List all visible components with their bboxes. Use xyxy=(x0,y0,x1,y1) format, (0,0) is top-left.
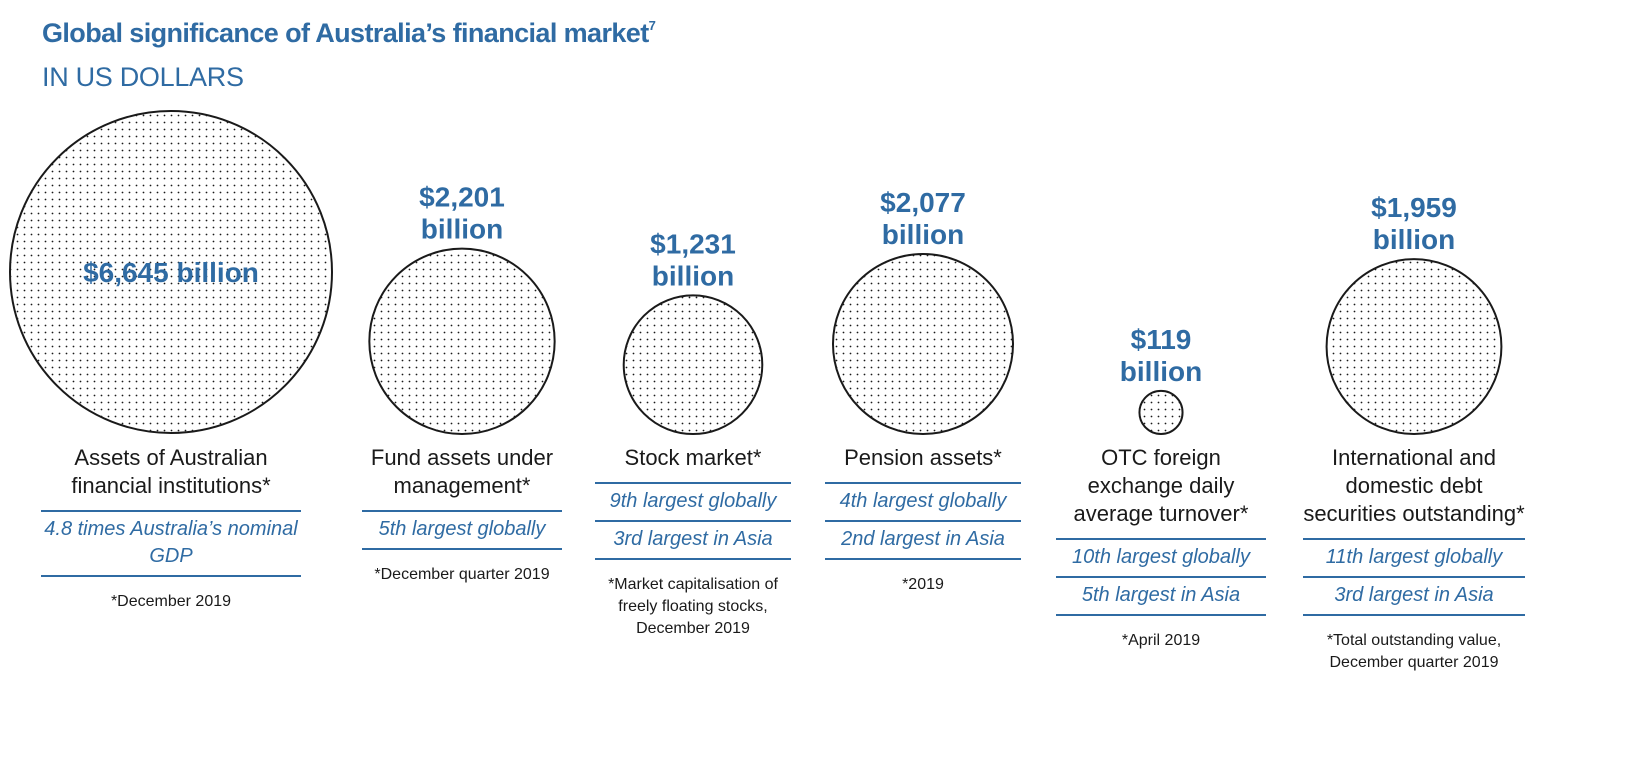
ranking-item: 3rd largest in Asia xyxy=(595,522,791,560)
category-label: Stock market* xyxy=(624,445,762,470)
ranking-list: 9th largest globally 3rd largest in Asia xyxy=(595,482,791,560)
category-column: Stock market* 9th largest globally 3rd lar… xyxy=(595,444,791,640)
ranking-item: 5th largest in Asia xyxy=(1056,578,1266,616)
category-label: Fund assets under management* xyxy=(370,445,554,498)
bubble-value-label: $1,231 xyxy=(650,228,736,259)
category-label: Pension assets* xyxy=(844,445,1002,470)
ranking-item: 9th largest globally xyxy=(595,484,791,522)
bubble-value-label: $2,077 xyxy=(880,187,966,218)
bubble-value-label: billion xyxy=(882,219,964,250)
category-label: International and domestic debt securiti… xyxy=(1303,445,1525,526)
title-footnote: 7 xyxy=(648,18,656,33)
chart-subtitle: IN US DOLLARS xyxy=(42,62,244,92)
ranking-list: 10th largest globally 5th largest in Asia xyxy=(1056,538,1266,616)
category-column: Assets of Australian financial instituti… xyxy=(41,444,301,613)
ranking-item: 4th largest globally xyxy=(825,484,1021,522)
category-column: Fund assets under management* 5th largest… xyxy=(362,444,562,586)
ranking-item: 2nd largest in Asia xyxy=(825,522,1021,560)
ranking-item: 3rd largest in Asia xyxy=(1303,578,1525,616)
category-column: International and domestic debt securiti… xyxy=(1303,444,1525,674)
footnote: *December quarter 2019 xyxy=(374,566,550,583)
ranking-list: 11th largest globally 3rd largest in Asia xyxy=(1303,538,1525,616)
bubble-value-label: billion xyxy=(1120,356,1202,387)
footnote: *Market capitalisation of freely floatin… xyxy=(608,576,778,637)
bubble-4 xyxy=(831,252,1015,435)
footnote: *2019 xyxy=(902,576,944,593)
chart-title: Global significance of Australia’s finan… xyxy=(42,18,656,48)
bubble-3 xyxy=(622,294,764,436)
bubble-6 xyxy=(1325,258,1503,436)
ranking-item: 5th largest globally xyxy=(362,512,562,550)
footnote: *December 2019 xyxy=(110,593,232,610)
category-column: Pension assets* 4th largest globally 2nd l… xyxy=(825,444,1021,596)
bubble-value-label: billion xyxy=(1373,224,1455,255)
ranking-list: 5th largest globally xyxy=(362,510,562,550)
bubble-value-label: billion xyxy=(421,214,503,245)
ranking-item: 11th largest globally xyxy=(1303,540,1525,578)
category-label: Assets of Australian financial instituti… xyxy=(71,445,271,498)
category-column: OTC foreign exchange daily average turno… xyxy=(1056,444,1266,652)
bubble-5 xyxy=(1138,389,1184,436)
footnote: *April 2019 xyxy=(1121,632,1201,649)
bubble-value-label: $1,959 xyxy=(1371,192,1457,223)
footnote: *Total outstanding value, December quart… xyxy=(1326,632,1502,671)
bubble-value-label: $119 xyxy=(1131,324,1192,355)
bubble-value-label: billion xyxy=(652,260,734,291)
ranking-item: 10th largest globally xyxy=(1056,540,1266,578)
bubble-value-label: $2,201 xyxy=(419,182,505,213)
category-label: OTC foreign exchange daily average turno… xyxy=(1073,445,1249,526)
bubble-value-label: $6,645 billion xyxy=(83,257,259,288)
ranking-item: 4.8 times Australia’s nominal GDP xyxy=(41,512,301,577)
bubble-2 xyxy=(368,247,556,435)
ranking-list: 4th largest globally 2nd largest in Asia xyxy=(825,482,1021,560)
bubble-1 xyxy=(9,110,333,434)
ranking-list: 4.8 times Australia’s nominal GDP xyxy=(41,510,301,577)
